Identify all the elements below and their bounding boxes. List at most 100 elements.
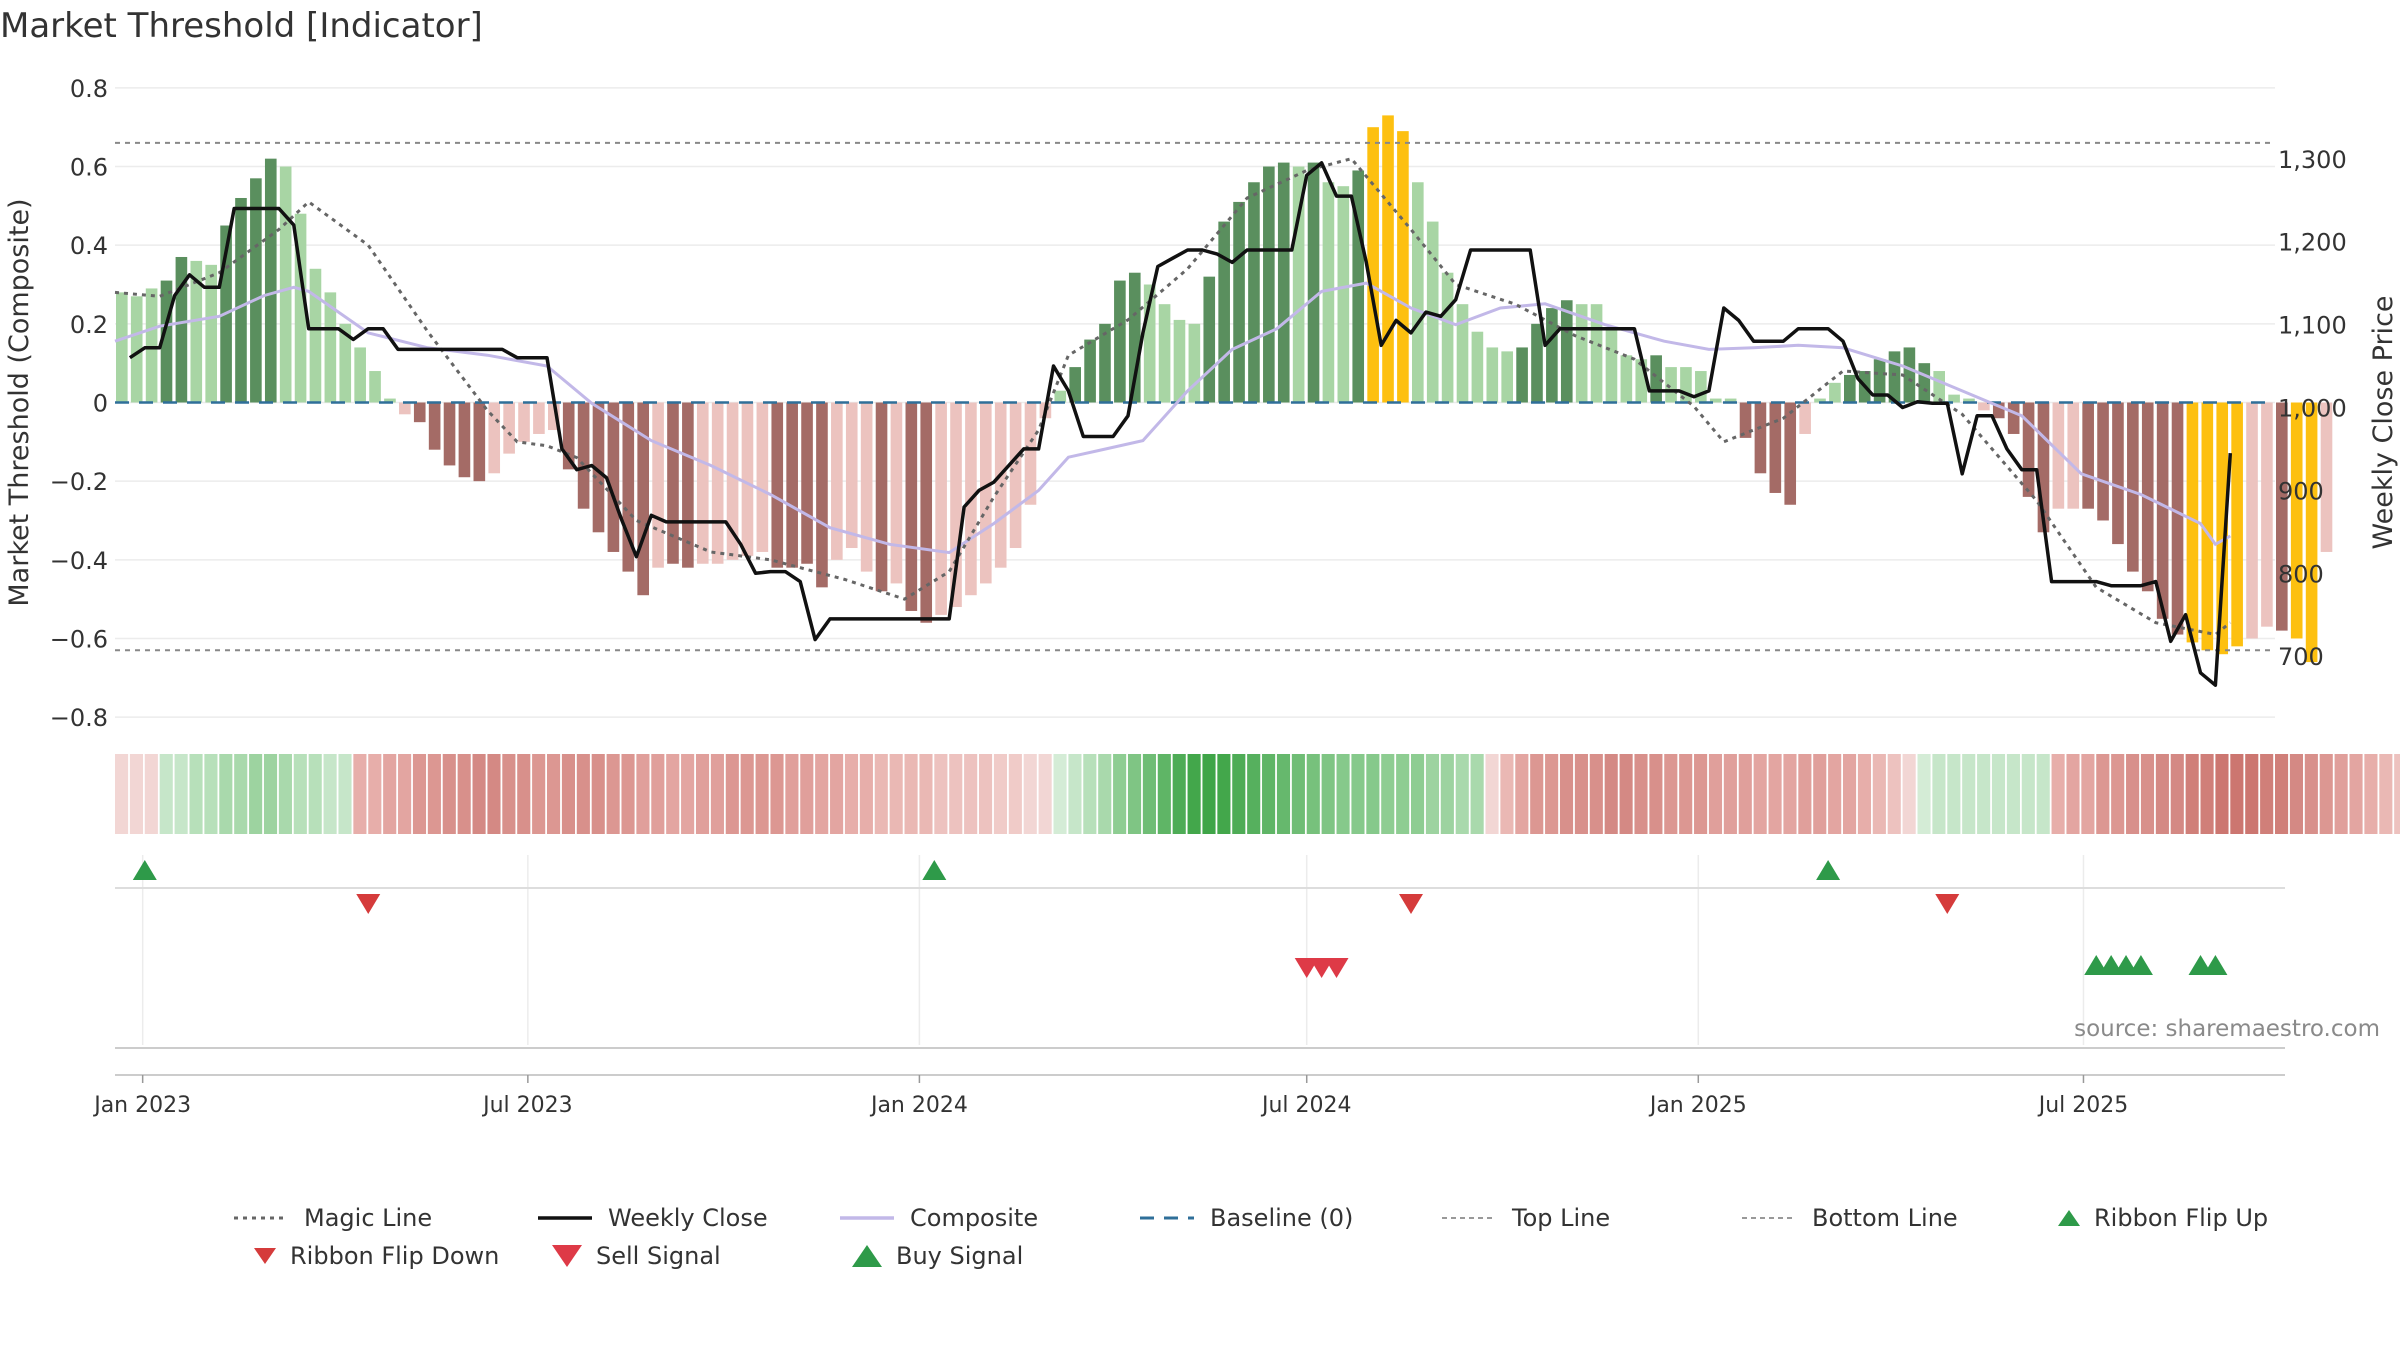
composite-bar bbox=[592, 402, 605, 533]
composite-bar bbox=[1844, 374, 1856, 403]
composite-bar bbox=[2097, 402, 2109, 521]
composite-bar bbox=[1829, 382, 1841, 403]
ribbon-flip-down-marker bbox=[1935, 894, 1960, 914]
ribbon-cell bbox=[1321, 754, 1335, 834]
composite-bar bbox=[1218, 221, 1230, 403]
composite-bar bbox=[1382, 115, 1394, 403]
composite-bar bbox=[1635, 359, 1648, 403]
composite-bar bbox=[1724, 398, 1737, 403]
ribbon-cell bbox=[1515, 754, 1529, 834]
ribbon-cell bbox=[1381, 754, 1395, 834]
composite-bar bbox=[428, 402, 441, 450]
ribbon-cell bbox=[2111, 754, 2125, 834]
composite-bar bbox=[1471, 331, 1484, 403]
ribbon-cell bbox=[1664, 754, 1678, 834]
ribbon-cell bbox=[1187, 754, 1201, 834]
ribbon-cell bbox=[2289, 754, 2304, 834]
x-tick-label: Jan 2024 bbox=[869, 1093, 968, 1118]
ribbon-cell bbox=[2036, 754, 2050, 834]
ribbon-cell bbox=[427, 754, 441, 834]
ribbon-cell bbox=[1336, 754, 1350, 834]
composite-bar bbox=[711, 402, 724, 564]
ribbon-cell bbox=[263, 754, 278, 834]
legend-label: Baseline (0) bbox=[1210, 1204, 1354, 1232]
composite-bar bbox=[384, 398, 396, 403]
ribbon-cell bbox=[2170, 754, 2184, 834]
composite-bar bbox=[786, 402, 798, 568]
composite-bar bbox=[1546, 308, 1558, 403]
composite-bar bbox=[860, 402, 873, 572]
composite-bar bbox=[622, 402, 635, 572]
ribbon-cell bbox=[710, 754, 724, 834]
ribbon-cell bbox=[293, 754, 307, 834]
y-tick-label: −0.6 bbox=[50, 625, 108, 653]
composite-bar bbox=[801, 402, 813, 564]
composite-bar bbox=[652, 402, 664, 568]
composite-bar bbox=[845, 402, 858, 549]
composite-bar bbox=[1575, 304, 1588, 403]
composite-bar bbox=[294, 213, 307, 403]
ribbon-cell bbox=[338, 754, 352, 834]
composite-bar bbox=[1069, 367, 1081, 403]
composite-bar bbox=[2320, 402, 2333, 552]
ribbon-cell bbox=[1485, 754, 1499, 834]
sell-signal-marker bbox=[1324, 958, 1349, 978]
ribbon-cell bbox=[219, 754, 233, 834]
composite-bar bbox=[637, 402, 649, 596]
y2-tick-label: 900 bbox=[2278, 477, 2324, 505]
axes-layer: 0.8 0.6 0.4 0.2 0 −0.2 −0.4 −0.6 −0.8 1,300 1,200 1… bbox=[4, 75, 2399, 1118]
composite-bar bbox=[2246, 402, 2258, 639]
y-tick-label: −0.2 bbox=[50, 468, 108, 496]
composite-bar bbox=[2127, 402, 2139, 572]
buy-signal-marker bbox=[2128, 955, 2153, 975]
ribbon-cell bbox=[666, 754, 680, 834]
composite-bar bbox=[1024, 402, 1037, 505]
composite-bar bbox=[2067, 402, 2080, 509]
ribbon-cell bbox=[2245, 754, 2259, 834]
ribbon-cell bbox=[1023, 754, 1037, 834]
composite-bar bbox=[1873, 359, 1886, 403]
ribbon-cell bbox=[1530, 754, 1544, 834]
ribbon-cell bbox=[1604, 754, 1618, 834]
ribbon-cell bbox=[621, 754, 635, 834]
composite-bar bbox=[2112, 402, 2124, 545]
ribbon-cell bbox=[800, 754, 814, 834]
ribbon-cell bbox=[278, 754, 292, 834]
composite-bar bbox=[1963, 398, 1975, 403]
composite-bar bbox=[1590, 304, 1603, 403]
composite-bar bbox=[1188, 323, 1201, 403]
ribbon-cell bbox=[606, 754, 620, 834]
composite-bar bbox=[1412, 182, 1424, 403]
chart-title: Market Threshold [Indicator] bbox=[0, 6, 483, 46]
composite-bar bbox=[264, 158, 277, 403]
magic-line bbox=[114, 157, 2232, 637]
ribbon-cell bbox=[1991, 754, 2006, 834]
ribbon-cell bbox=[815, 754, 829, 834]
y-tick-label: 0 bbox=[93, 390, 108, 418]
ribbon-cell bbox=[1887, 754, 1901, 834]
legend-item-weekly-close: Weekly Close bbox=[536, 1200, 768, 1236]
ribbon-cell bbox=[874, 754, 888, 834]
ribbon-cell bbox=[2379, 754, 2393, 834]
ribbon-cell bbox=[472, 754, 486, 834]
y-tick-label: 0.2 bbox=[70, 311, 108, 339]
ribbon-cell bbox=[517, 754, 531, 834]
y-tick-label: 0.8 bbox=[70, 75, 108, 103]
legend-item-ribbon-flip-down: Ribbon Flip Down bbox=[254, 1238, 499, 1274]
ribbon-cell bbox=[695, 754, 710, 834]
composite-bar bbox=[950, 402, 962, 608]
composite-bar bbox=[443, 402, 456, 466]
buy-signal-marker bbox=[2203, 955, 2228, 975]
composite-bar bbox=[1277, 162, 1290, 403]
ribbon-cell bbox=[1872, 754, 1886, 834]
ribbon-cell bbox=[1247, 754, 1261, 834]
ribbon-cell bbox=[1589, 754, 1603, 834]
composite-bar bbox=[771, 402, 784, 568]
composite-bar bbox=[607, 402, 620, 552]
composite-bar bbox=[488, 402, 501, 474]
ribbon-cell bbox=[2394, 754, 2400, 834]
composite-bar bbox=[1814, 398, 1826, 403]
composite-bar bbox=[980, 402, 992, 584]
ribbon-cell bbox=[2155, 754, 2169, 834]
ribbon-cell bbox=[1545, 754, 1559, 834]
